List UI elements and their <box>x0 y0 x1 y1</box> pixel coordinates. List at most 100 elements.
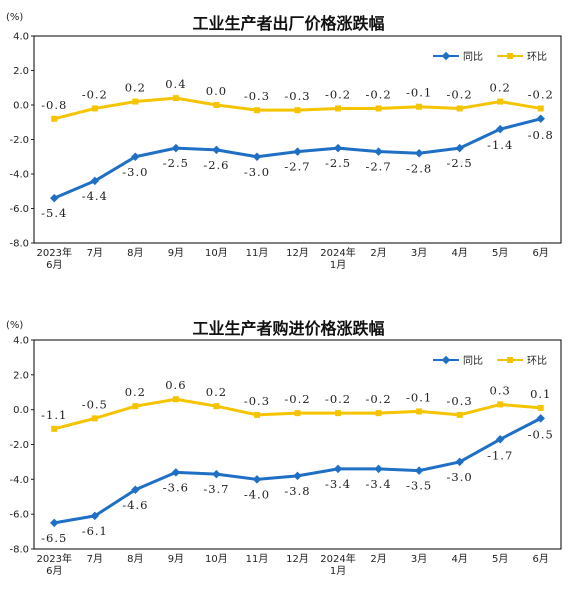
data-point-yoy <box>374 464 383 474</box>
x-tick-label: 11月 <box>246 247 269 259</box>
x-tick-label: 12月 <box>286 247 309 259</box>
data-label-yoy: -4.6 <box>122 498 148 512</box>
data-label-yoy: -3.0 <box>447 470 473 484</box>
x-tick-label: 2024年 1月 <box>320 246 355 271</box>
data-point-yoy <box>90 511 100 521</box>
plot-frame <box>33 35 562 244</box>
x-tick-label: 7月 <box>87 247 103 259</box>
data-point-mom <box>172 95 179 102</box>
data-label-yoy: -3.0 <box>244 165 270 179</box>
data-label-yoy: -4.0 <box>244 487 270 501</box>
data-point-yoy <box>536 414 545 423</box>
x-tick-label: 2月 <box>370 247 386 259</box>
data-point-yoy <box>333 464 343 474</box>
x-tick-label: 9月 <box>168 553 184 565</box>
chart-title: 工业生产者出厂价格涨跌幅 <box>192 14 385 33</box>
data-point-yoy <box>171 143 181 153</box>
x-tick-label: 2023年 6月 <box>37 246 72 271</box>
data-label-mom: -0.2 <box>528 87 554 101</box>
legend-label-mom: 环比 <box>527 52 547 63</box>
data-label-mom: -0.1 <box>406 86 432 100</box>
y-tick-label: -4.0 <box>9 475 29 486</box>
data-point-mom <box>132 403 139 410</box>
data-label-mom: -0.3 <box>244 394 270 408</box>
data-label-mom: 0.2 <box>125 81 146 95</box>
data-point-mom <box>375 410 382 417</box>
unit-label: (%) <box>6 320 24 331</box>
data-point-mom <box>497 401 504 408</box>
data-point-yoy <box>252 475 262 484</box>
data-label-mom: 0.0 <box>206 84 227 98</box>
x-tick-label: 11月 <box>246 553 269 565</box>
y-tick-label: -2.0 <box>9 440 29 451</box>
data-label-yoy: -6.5 <box>41 531 67 545</box>
data-label-mom: -0.5 <box>82 397 108 411</box>
data-label-yoy: -6.1 <box>82 524 108 538</box>
data-label-mom: -0.1 <box>406 390 432 404</box>
x-tick-label: 5月 <box>492 247 508 259</box>
data-point-mom <box>537 404 544 411</box>
data-label-yoy: -3.5 <box>406 479 432 493</box>
data-label-yoy: -2.5 <box>447 156 473 170</box>
data-point-yoy <box>50 193 59 203</box>
data-label-mom: 0.6 <box>165 378 186 392</box>
unit-label: (%) <box>6 12 24 23</box>
data-label-mom: -0.2 <box>447 87 473 101</box>
legend-swatch-mom <box>497 355 523 365</box>
x-tick-label: 3月 <box>411 553 427 565</box>
data-label-yoy: -1.7 <box>487 448 513 462</box>
x-tick-label: 7月 <box>87 553 103 565</box>
data-label-mom: 0.4 <box>165 77 186 91</box>
data-point-mom <box>335 410 342 417</box>
data-point-mom <box>456 105 463 112</box>
data-label-yoy: -1.4 <box>487 138 513 152</box>
data-label-mom: 0.2 <box>206 385 227 399</box>
ppi-purchase-plot: 4.0 2.0 0.0 -2.0 -4.0 -6.0 -8.0 2023年 6月 7月 8月 9月 10… <box>9 336 562 577</box>
data-label-mom: 0.2 <box>490 81 511 95</box>
x-tick-label: 9月 <box>168 247 184 259</box>
data-point-mom <box>172 396 179 403</box>
data-label-yoy: -2.5 <box>325 156 351 170</box>
x-tick-label: 6月 <box>533 247 549 259</box>
x-tick-label: 4月 <box>451 247 467 259</box>
data-point-mom <box>91 105 98 112</box>
data-point-mom <box>132 98 139 105</box>
data-point-yoy <box>171 468 181 477</box>
data-point-yoy <box>414 466 424 475</box>
data-label-mom: 0.3 <box>490 383 511 397</box>
data-label-yoy: -3.4 <box>325 477 351 491</box>
data-label-yoy: -5.4 <box>41 206 67 220</box>
data-label-mom: -0.8 <box>41 98 67 112</box>
data-point-mom <box>213 403 220 410</box>
chart-title: 工业生产者购进价格涨跌幅 <box>192 319 385 338</box>
y-tick-label: 2.0 <box>13 370 29 381</box>
x-tick-label: 8月 <box>127 553 143 565</box>
legend-item-mom: 环比 <box>497 48 547 63</box>
data-point-mom <box>51 115 58 122</box>
legend-label-yoy: 同比 <box>463 52 483 63</box>
x-tick-label: 8月 <box>127 247 143 259</box>
data-label-yoy: -4.4 <box>82 189 108 203</box>
data-point-yoy <box>212 469 221 479</box>
data-point-yoy <box>293 147 302 156</box>
data-point-yoy <box>333 143 343 153</box>
data-point-mom <box>375 105 382 112</box>
data-point-mom <box>91 415 98 422</box>
data-label-yoy: -2.7 <box>284 160 310 174</box>
data-label-mom: 0.2 <box>125 385 146 399</box>
data-label-yoy: -3.8 <box>284 484 310 498</box>
ppi-purchase-chart: 工业生产者购进价格涨跌幅 (%) 4.0 2.0 0.0 -2.0 -4.0 -6.0 -8… <box>0 306 577 591</box>
plot-frame <box>33 339 562 550</box>
legend-swatch-yoy <box>433 355 459 365</box>
data-point-mom <box>253 411 260 418</box>
data-label-mom: -0.2 <box>325 87 351 101</box>
y-tick-label: 4.0 <box>13 336 29 347</box>
data-point-mom <box>294 107 301 114</box>
x-tick-label: 4月 <box>451 553 467 565</box>
data-point-yoy <box>455 457 464 467</box>
data-point-mom <box>51 425 58 432</box>
data-point-yoy <box>131 485 140 495</box>
chart-legend: 同比 环比 <box>433 48 547 63</box>
data-point-mom <box>497 98 504 105</box>
data-label-mom: -0.2 <box>284 392 310 406</box>
